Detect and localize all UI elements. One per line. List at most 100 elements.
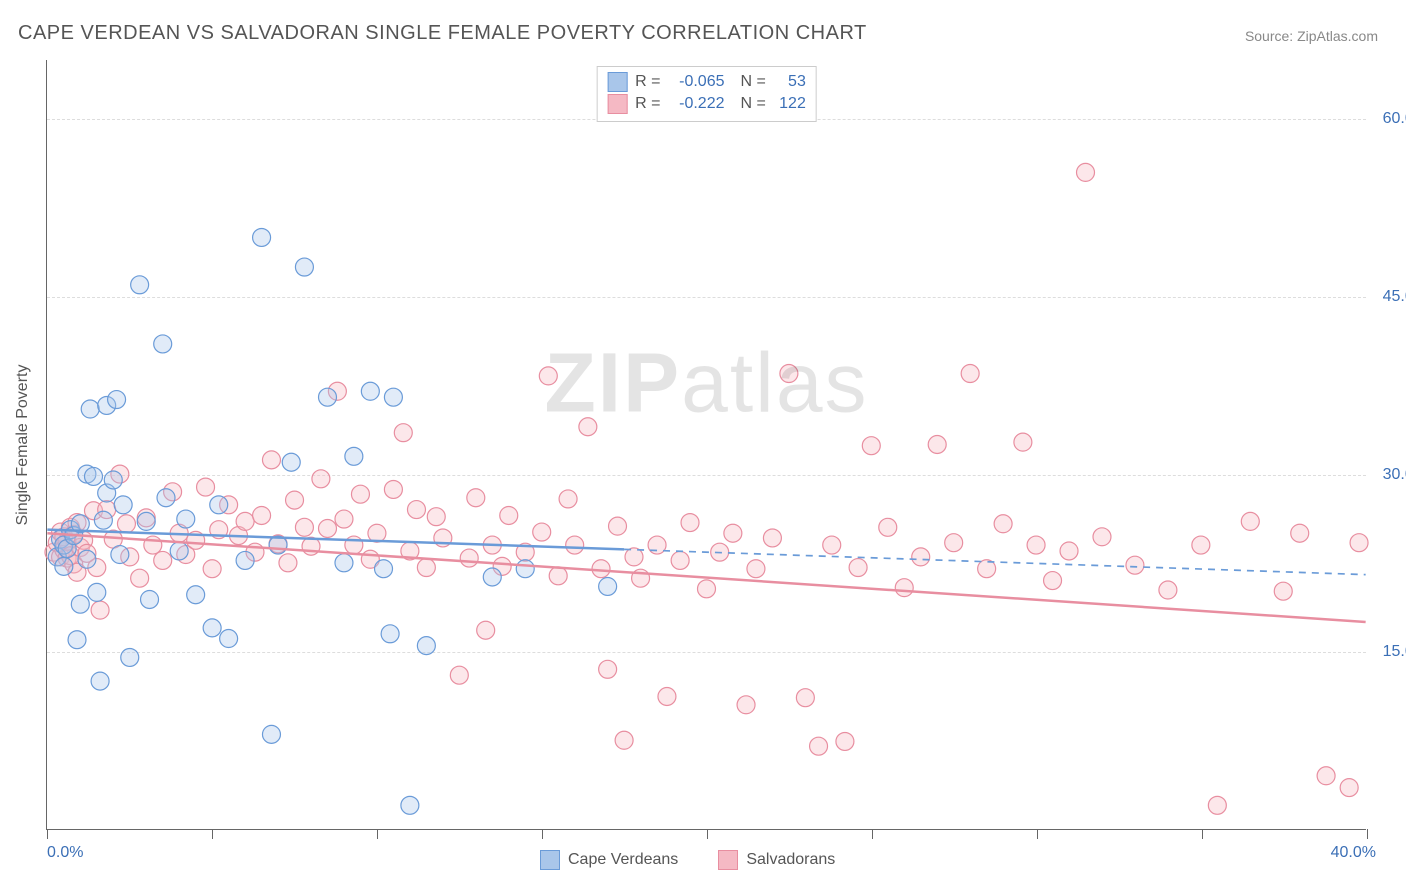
y-tick-label: 45.0% <box>1383 288 1406 306</box>
y-tick-label: 30.0% <box>1383 466 1406 484</box>
salvadorans-point <box>312 470 330 488</box>
salvadorans-point <box>335 510 353 528</box>
x-tick-mark <box>47 829 48 839</box>
x-tick-mark <box>1367 829 1368 839</box>
corr-n-value: 122 <box>774 93 806 115</box>
salvadorans-point <box>539 367 557 385</box>
cape_verdeans-point <box>262 725 280 743</box>
salvadorans-point <box>945 534 963 552</box>
salvadorans-swatch-icon <box>607 94 627 114</box>
legend-label: Cape Verdeans <box>568 851 678 869</box>
cape_verdeans-point <box>417 637 435 655</box>
salvadorans-point <box>295 518 313 536</box>
y-tick-label: 15.0% <box>1383 643 1406 661</box>
corr-r-value: -0.222 <box>669 93 725 115</box>
corr-r-value: -0.065 <box>669 71 725 93</box>
salvadorans-point <box>319 520 337 538</box>
salvadorans-point <box>1340 779 1358 797</box>
x-tick-mark <box>212 829 213 839</box>
salvadorans-point <box>279 554 297 572</box>
salvadorans-point <box>895 579 913 597</box>
cape_verdeans-point <box>361 382 379 400</box>
salvadorans-trend-solid <box>47 533 1365 622</box>
salvadorans-point <box>253 506 271 524</box>
cape_verdeans-point <box>141 590 159 608</box>
cape_verdeans-point <box>282 453 300 471</box>
salvadorans-point <box>1044 572 1062 590</box>
cape_verdeans-point <box>170 542 188 560</box>
salvadorans-point <box>131 569 149 587</box>
plot-svg <box>47 60 1366 829</box>
correlation-box: R =-0.065N =53R =-0.222N =122 <box>596 66 817 122</box>
salvadorans-point <box>592 560 610 578</box>
salvadorans-point <box>961 365 979 383</box>
salvadorans-point <box>681 514 699 532</box>
salvadorans-point <box>450 666 468 684</box>
cape_verdeans-point <box>108 391 126 409</box>
salvadorans-point <box>1291 524 1309 542</box>
cape_verdeans-point <box>154 335 172 353</box>
cape_verdeans-point <box>345 447 363 465</box>
cape_verdeans-point <box>157 489 175 507</box>
salvadorans-point <box>671 551 689 569</box>
x-tick-mark <box>542 829 543 839</box>
legend-item-salvadorans: Salvadorans <box>718 850 835 870</box>
cape_verdeans-point <box>131 276 149 294</box>
salvadorans-point <box>262 451 280 469</box>
cape_verdeans-point <box>187 586 205 604</box>
salvadorans-point <box>417 559 435 577</box>
cape_verdeans-swatch-icon <box>607 72 627 92</box>
salvadorans-point <box>1192 536 1210 554</box>
salvadorans-point <box>286 491 304 509</box>
legend-label: Salvadorans <box>746 851 835 869</box>
cape_verdeans-point <box>111 546 129 564</box>
corr-n-value: 53 <box>774 71 806 93</box>
x-tick-mark <box>1037 829 1038 839</box>
salvadorans-point <box>836 732 854 750</box>
cape_verdeans-point <box>121 648 139 666</box>
x-tick-mark <box>872 829 873 839</box>
salvadorans-point <box>796 689 814 707</box>
corr-n-label: N = <box>741 93 766 115</box>
salvadorans-point <box>384 480 402 498</box>
salvadorans-point <box>1159 581 1177 599</box>
salvadorans-point <box>549 567 567 585</box>
salvadorans-point <box>849 559 867 577</box>
salvadorans-swatch-icon <box>718 850 738 870</box>
cape_verdeans-point <box>210 496 228 514</box>
salvadorans-point <box>810 737 828 755</box>
salvadorans-point <box>394 424 412 442</box>
salvadorans-point <box>737 696 755 714</box>
salvadorans-point <box>117 515 135 533</box>
salvadorans-point <box>467 489 485 507</box>
cape_verdeans-point <box>483 568 501 586</box>
salvadorans-point <box>1060 542 1078 560</box>
salvadorans-point <box>154 551 172 569</box>
cape_verdeans-point <box>381 625 399 643</box>
plot-area: ZIPatlas R =-0.065N =53R =-0.222N =122 1… <box>46 60 1366 830</box>
cape_verdeans-point <box>114 496 132 514</box>
salvadorans-point <box>658 688 676 706</box>
salvadorans-point <box>1208 796 1226 814</box>
salvadorans-point <box>1077 163 1095 181</box>
cape_verdeans-point <box>599 577 617 595</box>
x-tick-label-right: 40.0% <box>1331 844 1376 862</box>
cape_verdeans-point <box>94 511 112 529</box>
salvadorans-point <box>1126 556 1144 574</box>
salvadorans-point <box>1317 767 1335 785</box>
salvadorans-point <box>477 621 495 639</box>
cape_verdeans-point <box>253 228 271 246</box>
chart-title: CAPE VERDEAN VS SALVADORAN SINGLE FEMALE… <box>18 22 867 45</box>
salvadorans-point <box>236 512 254 530</box>
y-axis-label-wrap: Single Female Poverty <box>0 60 46 830</box>
cape_verdeans-swatch-icon <box>540 850 560 870</box>
salvadorans-point <box>1274 582 1292 600</box>
salvadorans-point <box>599 660 617 678</box>
cape_verdeans-point <box>319 388 337 406</box>
salvadorans-point <box>566 536 584 554</box>
salvadorans-point <box>1350 534 1368 552</box>
salvadorans-point <box>1241 512 1259 530</box>
x-tick-mark <box>377 829 378 839</box>
source-label: Source: ZipAtlas.com <box>1245 28 1378 44</box>
y-axis-label: Single Female Poverty <box>14 365 32 526</box>
